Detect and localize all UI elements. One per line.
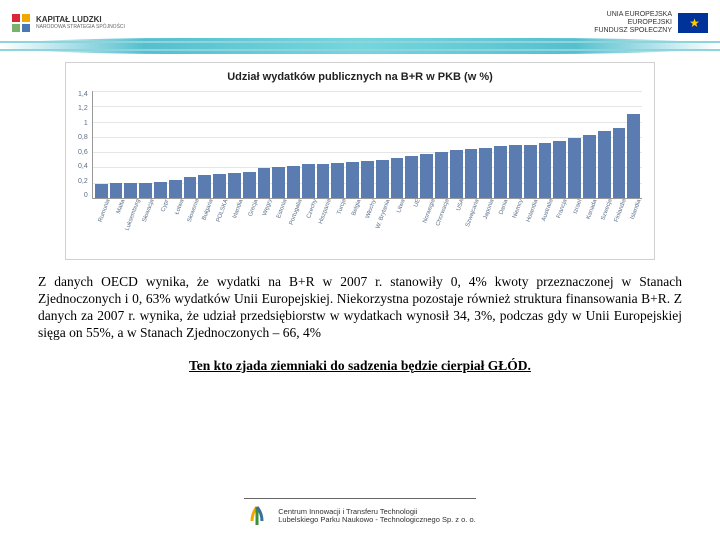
y-tick: 0,2	[78, 178, 88, 185]
bar	[361, 161, 374, 198]
bar	[228, 173, 241, 198]
bar	[110, 183, 123, 198]
bar	[627, 114, 640, 198]
bar	[184, 177, 197, 198]
y-tick: 1	[84, 120, 88, 127]
bar	[435, 152, 448, 198]
decorative-wave	[0, 38, 720, 54]
kapital-sq-1	[12, 14, 20, 22]
bar	[169, 180, 182, 198]
bar	[568, 138, 581, 198]
eu-text: UNIA EUROPEJSKA EUROPEJSKI FUNDUSZ SPOŁE…	[594, 11, 672, 34]
bar	[420, 154, 433, 198]
bars-group	[93, 91, 642, 198]
bar	[450, 150, 463, 198]
y-tick: 0	[84, 192, 88, 199]
bar	[613, 128, 626, 198]
quote-text: Ten kto zjada ziemniaki do sadzenia będz…	[38, 358, 682, 374]
y-tick: 1,2	[78, 105, 88, 112]
footer-logo-icon	[244, 503, 270, 529]
content-block: Z danych OECD wynika, że wydatki na B+R …	[38, 274, 682, 374]
eu-flag-icon: ★	[678, 13, 708, 33]
y-tick: 0,8	[78, 134, 88, 141]
y-tick: 1,4	[78, 91, 88, 98]
kapital-mark	[12, 14, 30, 32]
bar	[376, 160, 389, 198]
bar	[198, 175, 211, 198]
footer-inner: Centrum Innowacji i Transferu Technologi…	[244, 498, 475, 529]
kapital-title: KAPITAŁ LUDZKI	[36, 16, 125, 24]
bar	[331, 163, 344, 198]
plot-zone: 1,4 1,2 1 0,8 0,6 0,4 0,2 0	[70, 91, 650, 199]
bar	[479, 148, 492, 198]
bar	[405, 156, 418, 198]
bar	[391, 158, 404, 198]
bar	[124, 183, 137, 198]
eu-line3: FUNDUSZ SPOŁECZNY	[594, 27, 672, 35]
logo-eu: UNIA EUROPEJSKA EUROPEJSKI FUNDUSZ SPOŁE…	[594, 11, 708, 34]
x-axis-labels: RumuniaMaltaLuksemburgSłowacjaCyprŁotwaS…	[94, 199, 642, 255]
kapital-sq-4	[22, 24, 30, 32]
bar	[139, 183, 152, 198]
bar	[272, 167, 285, 198]
plot-area	[92, 91, 642, 199]
bar	[583, 135, 596, 198]
chart-title: Udział wydatków publicznych na B+R w PKB…	[70, 71, 650, 83]
kapital-sub: NARODOWA STRATEGIA SPÓJNOŚCI	[36, 24, 125, 30]
bar	[287, 166, 300, 198]
y-tick: 0,6	[78, 149, 88, 156]
eu-line1: UNIA EUROPEJSKA	[594, 11, 672, 19]
footer: Centrum Innowacji i Transferu Technologi…	[0, 498, 720, 534]
bar	[95, 184, 108, 198]
bar	[317, 164, 330, 198]
bar	[213, 174, 226, 198]
bar	[598, 131, 611, 198]
bar	[465, 149, 478, 198]
bar	[346, 162, 359, 198]
paragraph-text: Z danych OECD wynika, że wydatki na B+R …	[38, 274, 682, 342]
kapital-sq-3	[12, 24, 20, 32]
bar	[539, 143, 552, 198]
y-tick: 0,4	[78, 163, 88, 170]
bar	[154, 182, 167, 198]
footer-line2: Lubelskiego Parku Naukowo - Technologicz…	[278, 516, 475, 524]
bar	[494, 146, 507, 198]
bar	[243, 172, 256, 198]
bar	[553, 141, 566, 198]
slide-header: KAPITAŁ LUDZKI NARODOWA STRATEGIA SPÓJNO…	[0, 0, 720, 42]
kapital-sq-2	[22, 14, 30, 22]
footer-text: Centrum Innowacji i Transferu Technologi…	[278, 508, 475, 525]
eu-line2: EUROPEJSKI	[594, 19, 672, 27]
bar	[509, 145, 522, 199]
eu-stars-icon: ★	[689, 16, 697, 30]
y-axis: 1,4 1,2 1 0,8 0,6 0,4 0,2 0	[78, 91, 92, 199]
chart-container: Udział wydatków publicznych na B+R w PKB…	[65, 62, 655, 260]
bar	[524, 145, 537, 199]
bar	[302, 164, 315, 198]
logo-kapital-ludzki: KAPITAŁ LUDZKI NARODOWA STRATEGIA SPÓJNO…	[12, 14, 125, 32]
bar	[258, 168, 271, 198]
